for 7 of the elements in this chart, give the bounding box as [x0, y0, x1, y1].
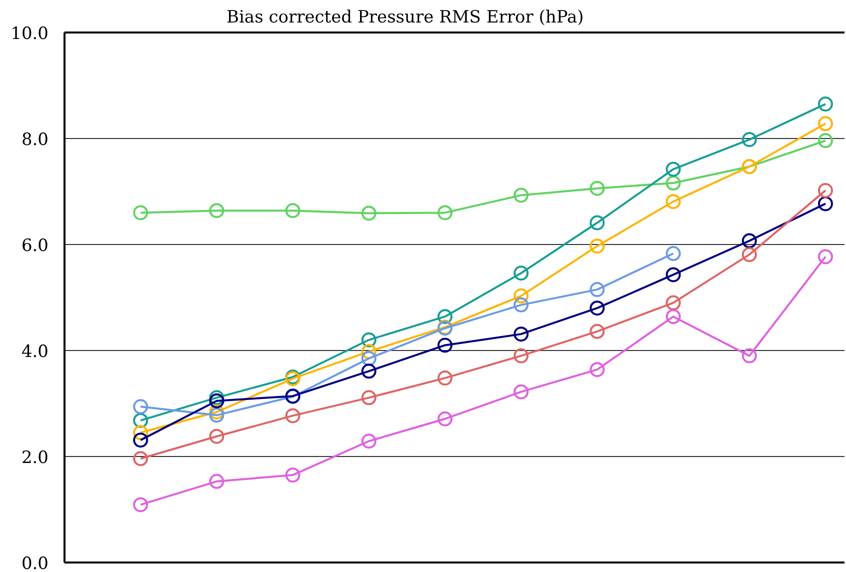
y-tick-label: 4.0 [21, 342, 49, 362]
y-tick-label: 2.0 [21, 448, 49, 468]
chart-title: Bias corrected Pressure RMS Error (hPa) [226, 8, 584, 28]
y-tick-label: 8.0 [21, 130, 49, 150]
y-tick-label: 0.0 [21, 554, 49, 572]
y-tick-label: 10.0 [10, 24, 49, 44]
y-tick-label: 6.0 [21, 236, 49, 256]
